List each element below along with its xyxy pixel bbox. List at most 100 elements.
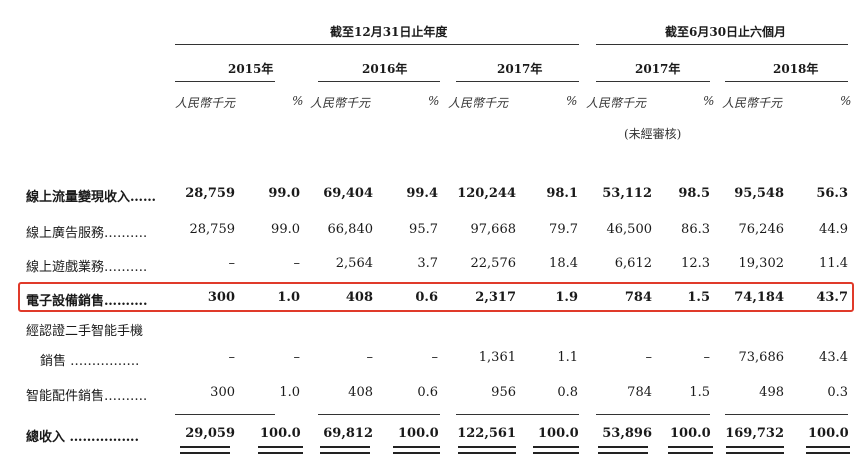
total-double-rule — [806, 452, 850, 454]
total-double-rule — [533, 446, 579, 448]
unaudited-note: (未經審核) — [624, 127, 682, 141]
amount-cell: 300 — [210, 385, 235, 400]
unit-pct: % — [566, 94, 578, 108]
amount-cell: 29,059 — [185, 426, 235, 441]
group-header-year-end: 截至12月31日止年度 — [330, 25, 448, 39]
total-top-rule — [725, 414, 848, 415]
percent-cell: – — [703, 350, 711, 365]
group-rule-six-months — [596, 44, 848, 45]
percent-cell: 12.3 — [681, 256, 710, 271]
row-label: 線上廣告服務………. — [26, 226, 148, 241]
percent-cell: 43.7 — [816, 290, 848, 305]
unit-rmb: 人民幣千元 — [448, 96, 509, 110]
percent-cell: 1.5 — [687, 290, 710, 305]
row-label: 線上遊戲業務………. — [26, 260, 148, 275]
percent-cell: 99.0 — [271, 222, 300, 237]
unit-rmb: 人民幣千元 — [586, 96, 647, 110]
percent-cell: 1.9 — [555, 290, 578, 305]
percent-cell: 98.5 — [678, 186, 710, 201]
year-header-2016: 2016年 — [362, 62, 408, 76]
year-rule — [596, 81, 710, 82]
percent-cell: 1.0 — [277, 290, 300, 305]
year-rule — [175, 81, 275, 82]
amount-cell: 19,302 — [738, 256, 785, 271]
amount-cell: 76,246 — [738, 222, 785, 237]
percent-cell: 0.8 — [557, 385, 578, 400]
year-header-2017-h1: 2017年 — [635, 62, 681, 76]
percent-cell: 56.3 — [816, 186, 848, 201]
unit-rmb: 人民幣千元 — [310, 96, 371, 110]
unit-rmb: 人民幣千元 — [175, 96, 236, 110]
percent-cell: 44.9 — [819, 222, 848, 237]
highlight-box — [18, 282, 854, 312]
percent-cell: 43.4 — [819, 350, 848, 365]
total-double-rule — [726, 452, 784, 454]
total-double-rule — [180, 446, 230, 448]
group-rule-year-end — [175, 44, 579, 45]
year-rule — [318, 81, 440, 82]
total-double-rule — [393, 446, 440, 448]
total-double-rule — [320, 446, 370, 448]
percent-cell: – — [293, 256, 301, 271]
total-double-rule — [598, 452, 648, 454]
amount-cell: – — [366, 350, 374, 365]
amount-cell: 74,184 — [734, 290, 784, 305]
amount-cell: 2,564 — [335, 256, 373, 271]
percent-cell: 0.3 — [827, 385, 848, 400]
total-double-rule — [458, 452, 516, 454]
amount-cell: 784 — [627, 385, 652, 400]
amount-cell: 498 — [759, 385, 784, 400]
amount-cell: 28,759 — [189, 222, 236, 237]
total-double-rule — [598, 446, 648, 448]
row-label: 線上流量變現收入…… — [26, 190, 157, 205]
year-header-2015: 2015年 — [228, 62, 274, 76]
amount-cell: 95,548 — [734, 186, 784, 201]
percent-cell: 100.0 — [260, 426, 301, 441]
percent-cell: 99.0 — [268, 186, 300, 201]
amount-cell: 69,404 — [323, 186, 373, 201]
unit-rmb: 人民幣千元 — [722, 96, 783, 110]
amount-cell: 53,896 — [602, 426, 652, 441]
amount-cell: 97,668 — [470, 222, 517, 237]
percent-cell: 1.5 — [689, 385, 710, 400]
percent-cell: 1.0 — [279, 385, 300, 400]
amount-cell: 46,500 — [606, 222, 653, 237]
total-double-rule — [806, 446, 850, 448]
percent-cell: – — [431, 350, 439, 365]
row-label: 總收入 ……………. — [26, 430, 140, 445]
amount-cell: 784 — [624, 290, 652, 305]
total-double-rule — [458, 446, 516, 448]
amount-cell: 22,576 — [470, 256, 517, 271]
unit-pct: % — [428, 94, 440, 108]
amount-cell: 169,732 — [725, 426, 784, 441]
amount-cell: – — [228, 350, 236, 365]
unit-pct: % — [703, 94, 715, 108]
year-rule — [456, 81, 579, 82]
percent-cell: 95.7 — [409, 222, 438, 237]
percent-cell: 86.3 — [681, 222, 710, 237]
total-double-rule — [258, 446, 303, 448]
amount-cell: 73,686 — [738, 350, 785, 365]
total-double-rule — [668, 446, 713, 448]
amount-cell: 120,244 — [457, 186, 516, 201]
percent-cell: 1.1 — [557, 350, 578, 365]
total-top-rule — [318, 414, 440, 415]
total-double-rule — [533, 452, 579, 454]
amount-cell: 122,561 — [457, 426, 516, 441]
percent-cell: 79.7 — [549, 222, 578, 237]
total-top-rule — [596, 414, 710, 415]
percent-cell: 100.0 — [538, 426, 579, 441]
year-header-2018-h1: 2018年 — [773, 62, 819, 76]
row-label: 電子設備銷售………. — [26, 294, 148, 309]
year-header-2017: 2017年 — [497, 62, 543, 76]
amount-cell: 53,112 — [602, 186, 652, 201]
amount-cell: 408 — [348, 385, 373, 400]
percent-cell: 0.6 — [417, 385, 438, 400]
unit-pct: % — [292, 94, 304, 108]
group-header-six-months: 截至6月30日止六個月 — [665, 25, 787, 39]
total-double-rule — [393, 452, 440, 454]
row-label: 經認證二手智能手機 — [26, 324, 144, 339]
percent-cell: – — [293, 350, 301, 365]
amount-cell: 1,361 — [478, 350, 516, 365]
